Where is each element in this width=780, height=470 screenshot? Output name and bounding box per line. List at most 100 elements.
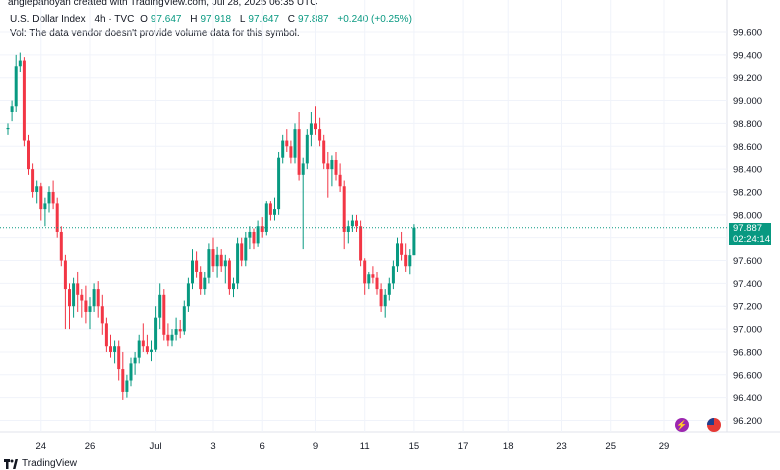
footer: TradingView xyxy=(4,458,77,469)
candle-body xyxy=(51,191,55,204)
candle xyxy=(88,297,92,330)
candle xyxy=(305,129,309,170)
candle xyxy=(55,197,59,238)
footer-brand: TradingView xyxy=(22,458,78,469)
candle-body xyxy=(215,254,219,267)
candle-body xyxy=(39,186,43,210)
candle-body xyxy=(100,306,104,324)
candle-body xyxy=(22,60,26,141)
open-number: 97.647 xyxy=(150,14,182,25)
candle xyxy=(104,317,108,352)
candle-body xyxy=(18,60,22,67)
candle-body xyxy=(367,274,371,284)
candle-body xyxy=(273,209,276,215)
candle xyxy=(289,140,293,164)
y-tick-label: 97.200 xyxy=(733,302,762,313)
candle-body xyxy=(117,346,121,370)
candle xyxy=(92,283,96,312)
candle-body xyxy=(301,163,305,175)
candle xyxy=(387,277,391,301)
y-tick-label: 99.600 xyxy=(733,28,762,39)
candle xyxy=(350,214,354,232)
symbol-name[interactable]: U.S. Dollar Index · 4h · TVC xyxy=(10,14,135,25)
x-tick-label: 9 xyxy=(313,441,318,452)
candle-body xyxy=(338,174,342,187)
candle-body xyxy=(326,163,330,170)
us-flag-icon[interactable] xyxy=(707,418,721,432)
candle xyxy=(10,100,14,122)
candle-body xyxy=(59,231,63,261)
candle-body xyxy=(334,159,338,175)
candle xyxy=(379,283,383,312)
candle xyxy=(186,277,190,312)
y-tick-label: 98.000 xyxy=(733,210,762,221)
candle-body xyxy=(363,260,367,284)
candle xyxy=(355,214,358,232)
candle-body xyxy=(141,340,145,347)
candle-body xyxy=(55,203,59,232)
candle-body xyxy=(346,226,350,232)
candle xyxy=(215,246,219,278)
high-label: H xyxy=(190,14,198,25)
candle xyxy=(150,340,153,362)
candle-body xyxy=(178,329,182,332)
y-tick-label: 99.400 xyxy=(733,50,762,61)
candle-body xyxy=(375,277,379,290)
candle-body xyxy=(309,123,313,135)
y-tick-label: 97.000 xyxy=(733,325,762,336)
candle xyxy=(383,289,387,318)
candle-body xyxy=(166,334,170,341)
y-tick-label: 98.400 xyxy=(733,165,762,176)
candle-body xyxy=(47,191,51,204)
time-axis: 24 26 Jul 3 6 9 11 15 17 18 23 25 29 xyxy=(36,441,670,452)
candle-body xyxy=(408,255,412,267)
candle xyxy=(318,117,322,147)
candle-body xyxy=(174,329,178,335)
candle xyxy=(166,323,170,347)
candle xyxy=(199,266,203,295)
candle-body xyxy=(330,159,334,170)
candle xyxy=(174,317,178,341)
y-tick-label: 96.600 xyxy=(733,370,762,381)
candle xyxy=(363,258,367,295)
candle-body xyxy=(92,289,96,307)
y-tick-label: 98.800 xyxy=(733,119,762,130)
candle xyxy=(100,294,104,335)
candle-body xyxy=(268,203,272,215)
candle xyxy=(27,134,30,175)
candle-body xyxy=(277,157,281,210)
candle xyxy=(170,329,174,347)
candle xyxy=(232,277,235,298)
candle-body xyxy=(285,140,289,147)
candle-body xyxy=(412,227,416,256)
candle-body xyxy=(195,260,199,272)
candle-body xyxy=(355,220,358,227)
candle-body xyxy=(322,140,326,164)
candle xyxy=(400,231,404,261)
candle-body xyxy=(350,220,354,227)
candle xyxy=(191,249,194,290)
low-number: 97.647 xyxy=(248,14,280,25)
candle xyxy=(207,243,211,284)
candle-body xyxy=(6,127,10,130)
candle-body xyxy=(10,106,14,112)
candle-body xyxy=(342,186,346,232)
y-tick-label: 98.600 xyxy=(733,142,762,153)
candle-body xyxy=(252,231,256,244)
last-price-tag: 97.887 02:24:14 xyxy=(729,222,771,245)
candle xyxy=(281,134,285,164)
candle xyxy=(326,151,330,198)
candle-body xyxy=(162,294,166,335)
volume-note: Vol: The data vendor doesn't provide vol… xyxy=(10,28,300,39)
lightning-icon[interactable]: ⚡ xyxy=(675,418,689,432)
candle xyxy=(129,357,133,387)
candle xyxy=(371,266,375,284)
candle-body xyxy=(84,300,88,312)
open-value: O 97.647 xyxy=(140,14,184,25)
candle xyxy=(158,283,162,330)
x-tick-label: 24 xyxy=(36,441,47,452)
candle-body xyxy=(256,226,260,244)
close-number: 97.887 xyxy=(298,14,329,25)
high-value: H 97.918 xyxy=(190,14,234,25)
